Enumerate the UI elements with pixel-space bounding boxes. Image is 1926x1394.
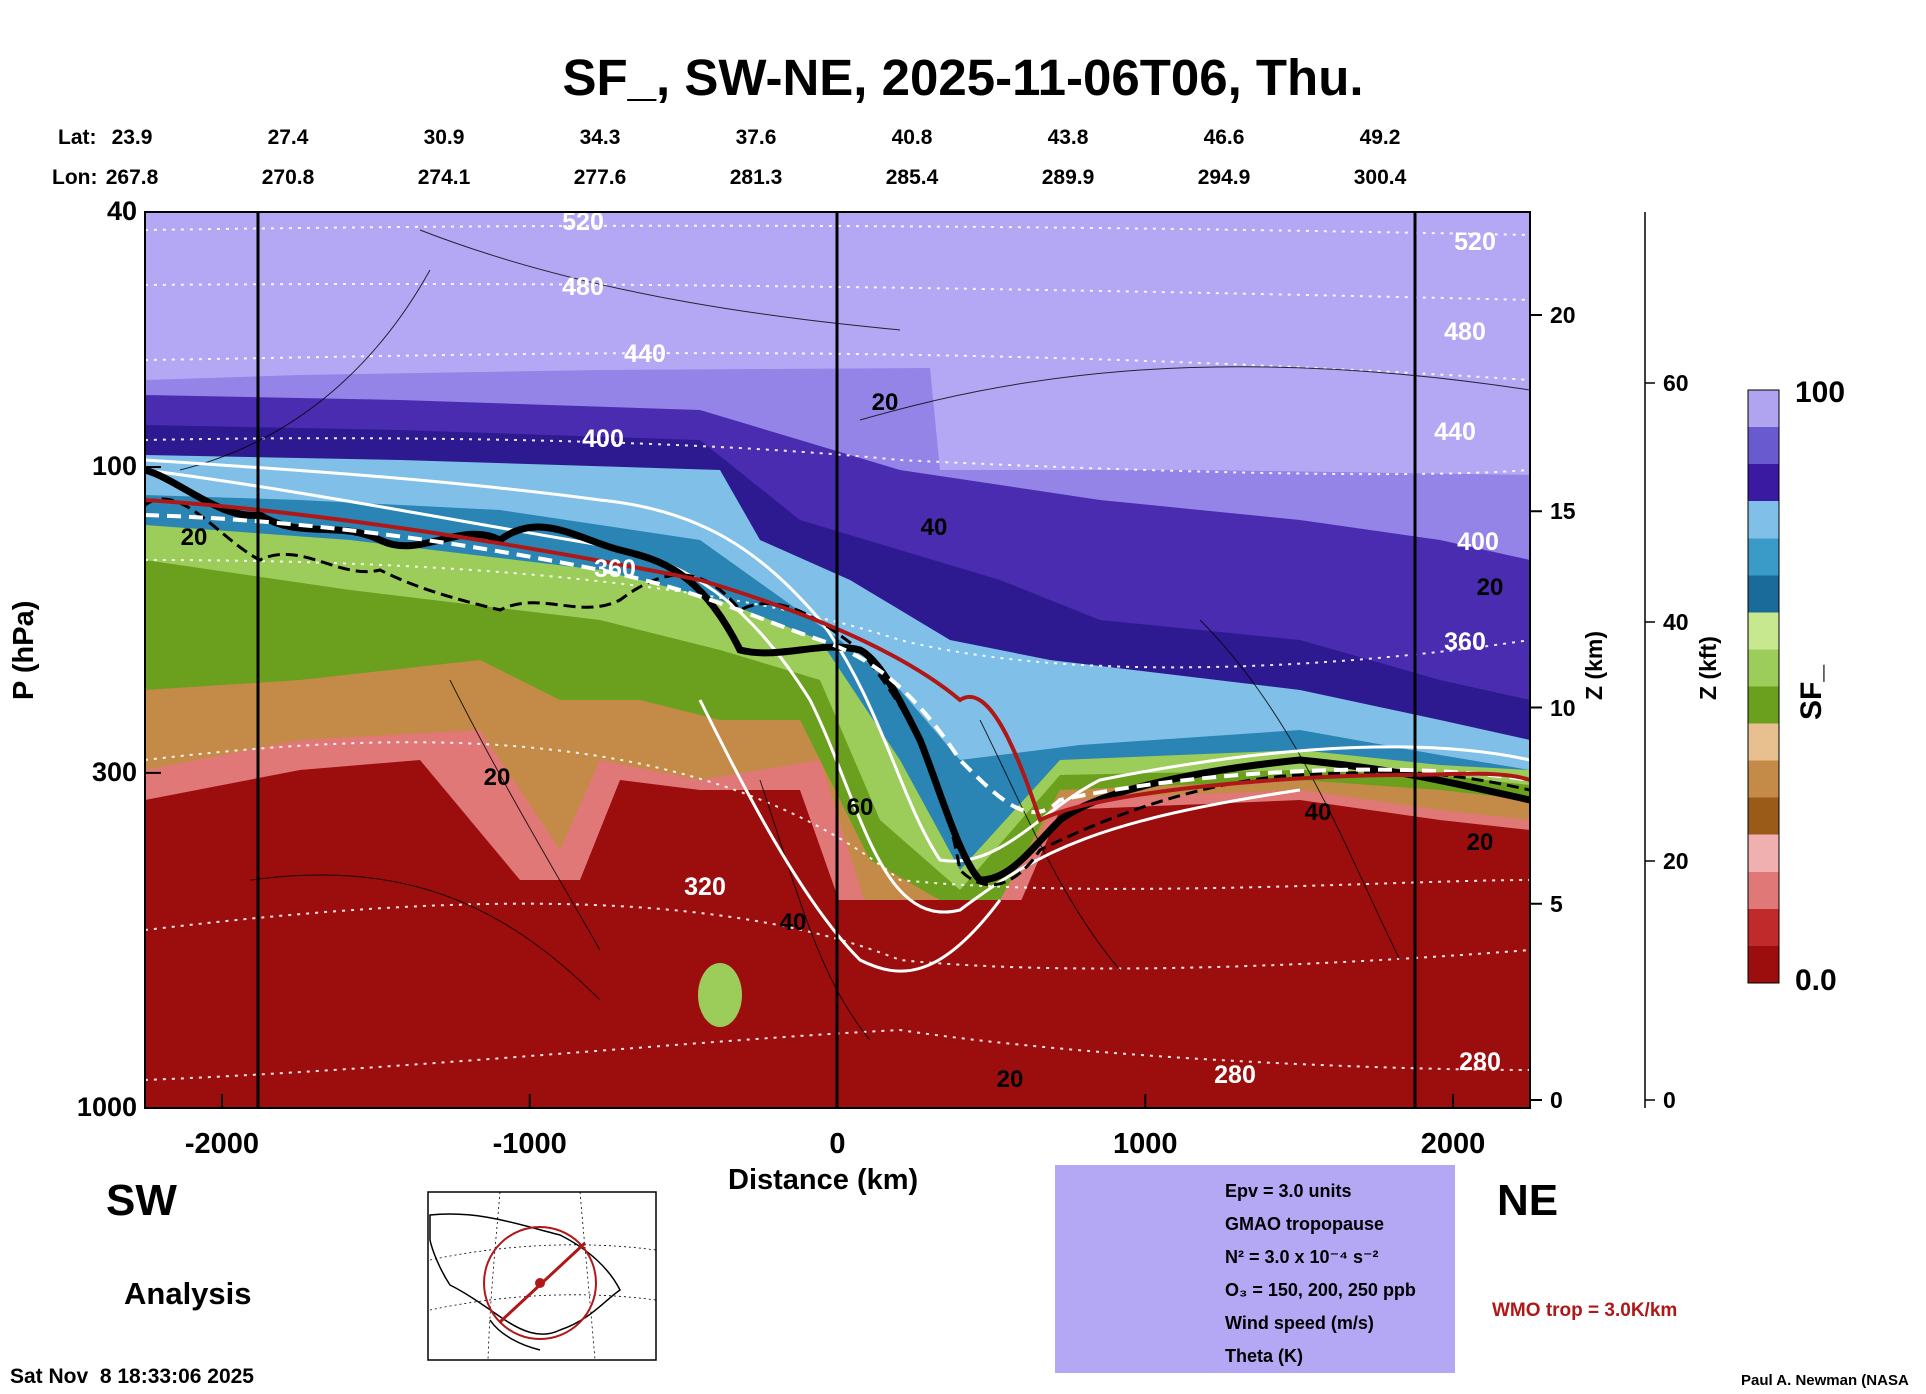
zkft-axis	[1644, 212, 1655, 1108]
theta-contour-label: 520	[562, 208, 604, 236]
z-km-title: Z (km)	[1581, 631, 1607, 700]
distance-tick-label: 1000	[1113, 1128, 1178, 1160]
timestamp: Sat Nov 8 18:33:06 2025	[10, 1365, 254, 1388]
colorbar-min-label: 0.0	[1795, 964, 1837, 997]
theta-contour-label: 360	[594, 555, 636, 583]
colorbar-title: SF_	[1795, 664, 1828, 720]
lat-label: Lat:	[58, 126, 97, 149]
pressure-ticks	[145, 211, 161, 1109]
wind-contour-label: 60	[847, 794, 874, 821]
inset-map	[427, 1191, 657, 1361]
zkft-tick-label: 20	[1663, 848, 1689, 874]
wind-contour-label: 20	[1467, 829, 1494, 856]
page-title: SF_, SW-NE, 2025-11-06T06, Thu.	[562, 49, 1364, 106]
sw-label: SW	[106, 1176, 177, 1225]
zkm-tick-label: 10	[1550, 694, 1576, 721]
legend-label: O₃ = 150, 200, 250 ppb	[1225, 1280, 1416, 1300]
x-axis-title: Distance (km)	[728, 1164, 919, 1196]
distance-ticks	[220, 1094, 1455, 1108]
wind-contour-label: 40	[780, 909, 807, 936]
lat-value: 46.6	[1203, 126, 1245, 149]
pressure-tick-label: 1000	[76, 1092, 137, 1122]
plot-area: 520 480 440 400 360 320 280 520 480 440 400 360 280 2…	[145, 208, 1530, 1108]
wind-contour-label: 40	[921, 514, 948, 541]
wind-contour-label: 20	[1477, 574, 1504, 601]
wind-contour-label: 20	[484, 764, 511, 791]
zkm-tick-label: 5	[1550, 890, 1563, 917]
y-axis-title: P (hPa)	[8, 600, 40, 700]
gmao-tropopause-line	[145, 466, 1530, 884]
lat-value: 30.9	[423, 126, 465, 149]
lat-value: 34.3	[579, 126, 621, 149]
zkft-tick-label: 40	[1663, 609, 1689, 635]
wind-contour-label: 20	[872, 389, 899, 416]
zkm-tick-label: 0	[1550, 1087, 1563, 1113]
zkm-ticks	[1530, 314, 1542, 1101]
colorbar	[1747, 389, 1780, 984]
vertical-section-markers	[256, 212, 1417, 1108]
credit: Paul A. Newman (NASA	[1741, 1372, 1909, 1389]
lat-value: 43.8	[1047, 126, 1089, 149]
distance-tick-label: 2000	[1420, 1128, 1486, 1160]
theta-contour-label-right: 480	[1444, 318, 1486, 346]
legend-label: Theta (K)	[1225, 1346, 1303, 1366]
theta-contour-label: 480	[562, 273, 604, 301]
colorbar-max-label: 100	[1795, 376, 1846, 409]
wind-contours	[179, 229, 1530, 1041]
ozone-contours	[145, 458, 1530, 973]
legend-box: Epv = 3.0 units GMAO tropopause N² = 3.0 x…	[1055, 1165, 1455, 1373]
theta-contour-label: 440	[624, 340, 666, 368]
ne-label: NE	[1497, 1176, 1559, 1225]
wmo-label: WMO trop = 3.0K/km	[1492, 1300, 1678, 1321]
lat-value: 27.4	[267, 126, 309, 149]
analysis-label: Analysis	[124, 1276, 252, 1311]
distance-tick-label: -1000	[492, 1128, 567, 1160]
zkft-tick-label: 0	[1663, 1087, 1676, 1113]
legend-label: GMAO tropopause	[1225, 1214, 1385, 1234]
theta-contour-label-right: 280	[1459, 1048, 1501, 1076]
z-kft-title: Z (kft)	[1695, 636, 1721, 700]
lat-value: 40.8	[891, 126, 933, 149]
lat-value: 23.9	[111, 126, 153, 149]
legend-label: Epv = 3.0 units	[1225, 1181, 1352, 1201]
zkm-tick-label: 15	[1550, 498, 1576, 525]
lon-value: 300.4	[1353, 166, 1407, 189]
wind-contour-label: 20	[997, 1066, 1024, 1093]
theta-contour-label: 320	[684, 873, 726, 901]
lon-value: 274.1	[417, 166, 471, 189]
contour-labels: 520 480 440 400 360 320 280 520 480 440 400 360 280 2…	[181, 208, 1504, 1093]
pressure-tick-label: 40	[106, 196, 137, 226]
lon-value: 267.8	[105, 166, 159, 189]
n2-dashed-white-line	[145, 513, 1530, 815]
zkft-tick-label: 60	[1663, 370, 1689, 396]
lon-value: 270.8	[261, 166, 315, 189]
lon-value: 294.9	[1197, 166, 1251, 189]
theta-contour-label-right: 360	[1444, 628, 1486, 656]
theta-contour-label-right: 440	[1434, 418, 1476, 446]
zkm-tick-label: 20	[1550, 302, 1576, 328]
legend-label: Wind speed (m/s)	[1225, 1313, 1374, 1333]
distance-tick-label: -2000	[184, 1128, 260, 1160]
theta-contour-label-right: 520	[1454, 228, 1496, 256]
theta-contour-label-right: 400	[1457, 528, 1499, 556]
pressure-tick-label: 300	[91, 756, 137, 787]
lon-value: 285.4	[885, 166, 939, 189]
theta-contours	[145, 224, 1530, 1081]
lat-value: 49.2	[1359, 126, 1401, 149]
wind-contour-label: 20	[181, 524, 208, 551]
theta-contour-label: 400	[582, 425, 624, 453]
lat-value: 37.6	[735, 126, 777, 149]
green-blob	[698, 963, 742, 1027]
distance-tick-label: 0	[829, 1128, 846, 1160]
legend-label: N² = 3.0 x 10⁻⁴ s⁻²	[1225, 1247, 1379, 1267]
lon-value: 281.3	[729, 166, 783, 189]
theta-contour-label: 280	[1214, 1061, 1256, 1089]
pressure-tick-label: 100	[91, 451, 137, 482]
wmo-tropopause-line	[145, 498, 1530, 823]
lon-value: 277.6	[573, 166, 627, 189]
wind-contour-label: 40	[1305, 799, 1332, 826]
lon-label: Lon:	[52, 166, 98, 189]
lon-value: 289.9	[1041, 166, 1095, 189]
